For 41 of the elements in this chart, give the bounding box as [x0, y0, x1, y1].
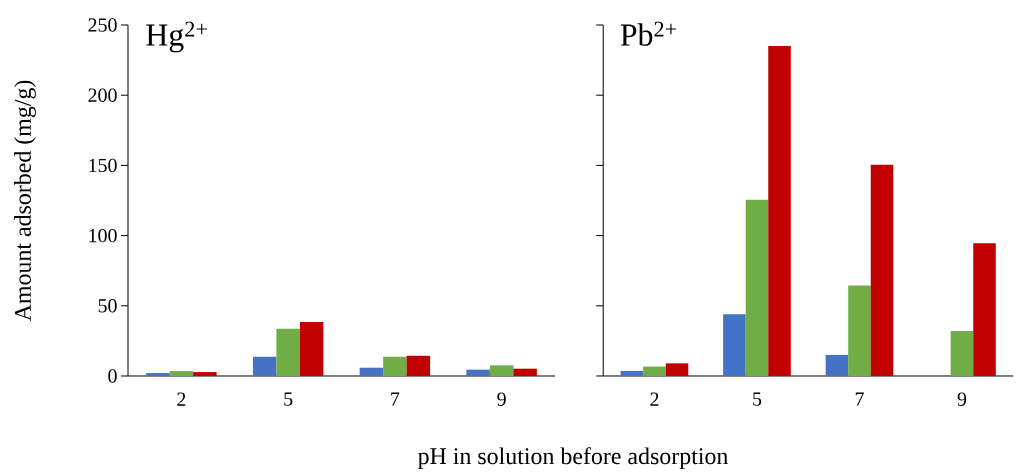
- bar: [359, 367, 384, 376]
- y-axis-title: Amount adsorbed (mg/g): [14, 80, 36, 321]
- x-tick-label: 7: [391, 392, 400, 406]
- bar: [252, 356, 277, 376]
- bar: [825, 354, 849, 376]
- x-tick-label: 9: [957, 392, 967, 406]
- bar: [745, 199, 769, 376]
- chart-title: Pb$^{2+}$: [620, 21, 677, 46]
- bar: [406, 355, 431, 376]
- y-tick-label: 200: [88, 88, 117, 102]
- x-tick-label: 2: [650, 392, 659, 406]
- x-tick-label: 7: [855, 392, 864, 406]
- bar: [768, 45, 791, 376]
- bar: [193, 371, 217, 376]
- y-tick-label: 100: [89, 228, 117, 243]
- x-axis-title: pH in solution before adsorption: [418, 446, 729, 469]
- y-tick-label: 50: [98, 298, 117, 313]
- bar: [950, 330, 974, 376]
- chart-title: Hg$^{2+}$: [146, 21, 207, 53]
- bar: [665, 363, 689, 376]
- bar: [620, 370, 644, 376]
- y-tick-label: 0: [108, 369, 117, 383]
- y-tick-label: 250: [88, 18, 117, 32]
- bar: [973, 243, 996, 376]
- bar: [489, 365, 514, 376]
- x-tick-label: 2: [177, 392, 186, 406]
- bar: [169, 370, 194, 376]
- bar: [299, 321, 324, 376]
- bar: [723, 314, 746, 376]
- bar: [643, 366, 666, 376]
- x-tick-label: 5: [284, 392, 293, 406]
- bar: [466, 369, 490, 376]
- bar: [870, 164, 894, 376]
- y-tick-label: 150: [89, 158, 117, 172]
- bar: [276, 328, 300, 376]
- bar: [513, 368, 537, 376]
- bar: [146, 372, 170, 376]
- x-tick-label: 9: [497, 392, 506, 406]
- bar: [383, 356, 407, 376]
- bar: [848, 285, 871, 376]
- x-tick-label: 5: [753, 392, 762, 406]
